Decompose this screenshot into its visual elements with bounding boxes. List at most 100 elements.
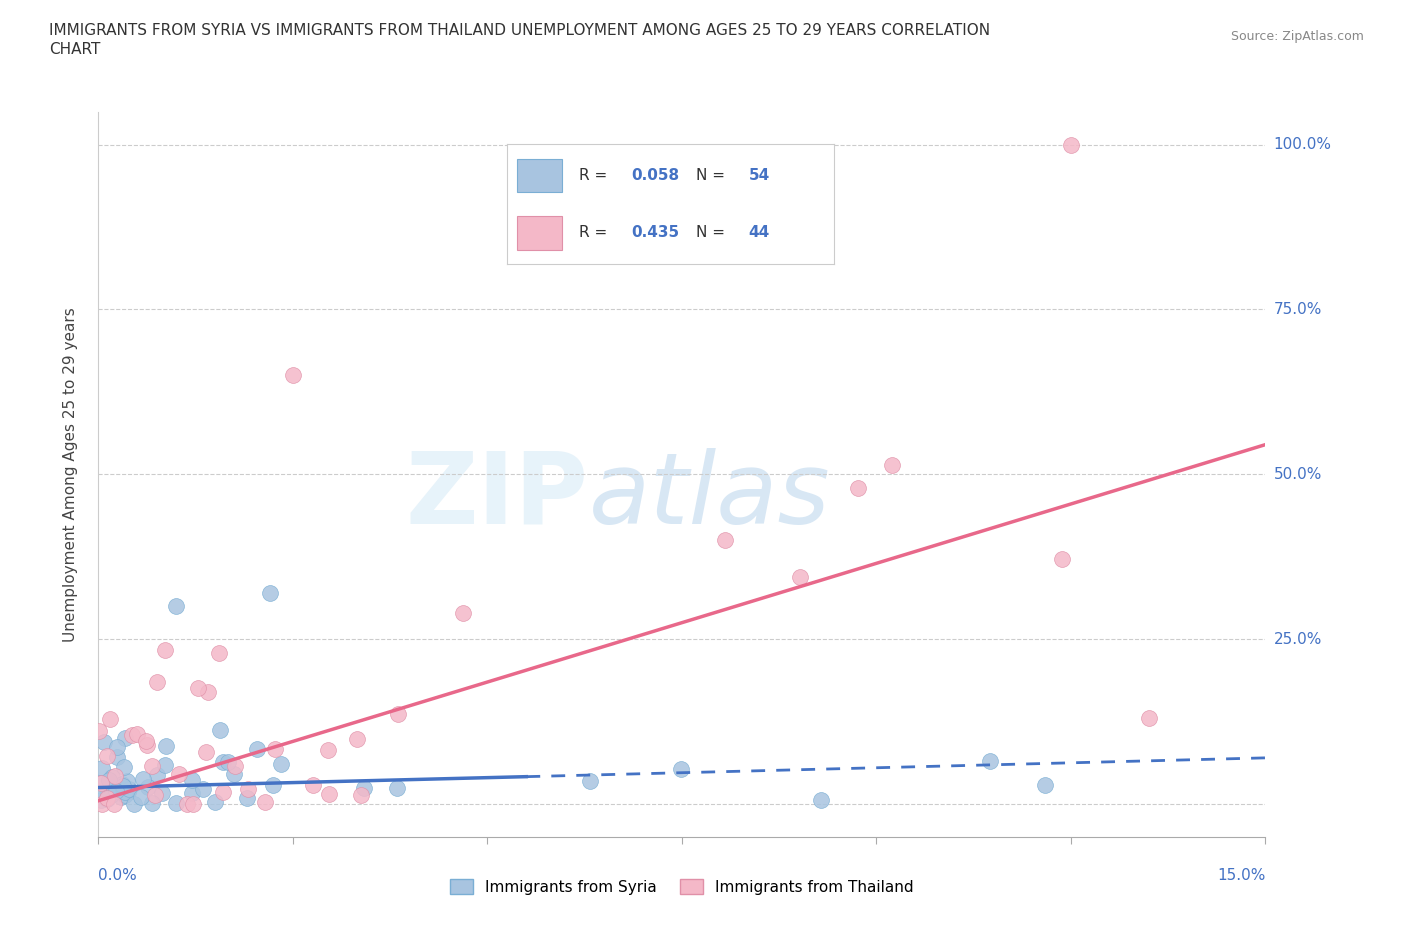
Point <box>155 739 177 754</box>
Point <box>318 786 340 801</box>
Point <box>789 569 811 584</box>
Point <box>131 790 153 804</box>
Point <box>112 759 135 774</box>
Point <box>165 795 187 810</box>
Point <box>669 762 692 777</box>
Point <box>714 532 737 547</box>
Point <box>318 743 340 758</box>
Point <box>91 797 114 812</box>
Point <box>1060 137 1083 152</box>
Point <box>89 786 111 801</box>
Point <box>350 788 373 803</box>
Point <box>104 768 127 783</box>
Point <box>100 770 122 785</box>
Point <box>579 774 602 789</box>
Text: 100.0%: 100.0% <box>1274 137 1331 153</box>
Point <box>103 797 125 812</box>
Point <box>141 795 163 810</box>
Point <box>259 586 281 601</box>
Point <box>145 674 167 689</box>
Point <box>208 723 231 737</box>
Point <box>155 643 177 658</box>
Point <box>114 730 136 745</box>
Point <box>262 777 284 792</box>
Point <box>180 786 202 801</box>
Point <box>121 728 143 743</box>
Point <box>197 684 219 699</box>
Point <box>153 757 176 772</box>
Point <box>165 599 187 614</box>
Text: IMMIGRANTS FROM SYRIA VS IMMIGRANTS FROM THAILAND UNEMPLOYMENT AMONG AGES 25 TO : IMMIGRANTS FROM SYRIA VS IMMIGRANTS FROM… <box>49 23 990 38</box>
Point <box>105 784 128 799</box>
Point <box>387 706 409 721</box>
Point <box>105 739 128 754</box>
Point <box>111 778 134 793</box>
Point <box>217 754 239 769</box>
Text: Source: ZipAtlas.com: Source: ZipAtlas.com <box>1230 30 1364 43</box>
Point <box>194 745 217 760</box>
Point <box>96 791 118 806</box>
Point <box>236 790 259 805</box>
Point <box>1033 777 1056 792</box>
Point <box>110 790 132 804</box>
Point <box>451 605 474 620</box>
Point <box>127 726 149 741</box>
Point <box>96 790 118 805</box>
Point <box>131 772 153 787</box>
Point <box>204 794 226 809</box>
Y-axis label: Unemployment Among Ages 25 to 29 years: Unemployment Among Ages 25 to 29 years <box>63 307 77 642</box>
Point <box>211 754 233 769</box>
Point <box>264 742 287 757</box>
Point <box>191 782 214 797</box>
Point <box>180 773 202 788</box>
Point <box>181 797 204 812</box>
Point <box>90 776 112 790</box>
Point <box>138 779 160 794</box>
Point <box>100 788 122 803</box>
Point <box>97 786 120 801</box>
Point <box>136 737 159 752</box>
Text: 15.0%: 15.0% <box>1218 868 1265 883</box>
Point <box>270 757 292 772</box>
Point <box>212 785 235 800</box>
Point <box>146 767 169 782</box>
Point <box>135 734 157 749</box>
Point <box>90 792 112 807</box>
Point <box>880 458 903 472</box>
Point <box>208 646 231 661</box>
Text: 50.0%: 50.0% <box>1274 467 1322 482</box>
Point <box>224 758 246 773</box>
Point <box>93 735 115 750</box>
Point <box>90 761 112 776</box>
Point <box>118 782 141 797</box>
Point <box>169 767 191 782</box>
Point <box>145 788 167 803</box>
Point <box>979 753 1001 768</box>
Point <box>236 782 259 797</box>
Point <box>105 750 128 764</box>
Legend: Immigrants from Syria, Immigrants from Thailand: Immigrants from Syria, Immigrants from T… <box>450 879 914 895</box>
Text: atlas: atlas <box>589 447 830 545</box>
Point <box>114 784 136 799</box>
Point <box>97 772 120 787</box>
Point <box>111 777 134 791</box>
Point <box>353 780 375 795</box>
Text: ZIP: ZIP <box>406 447 589 545</box>
Text: 0.0%: 0.0% <box>98 868 138 883</box>
Point <box>810 793 832 808</box>
Point <box>117 774 139 789</box>
Text: CHART: CHART <box>49 42 101 57</box>
Point <box>1050 551 1073 566</box>
Point <box>96 749 118 764</box>
Point <box>1137 711 1160 725</box>
Point <box>117 785 139 800</box>
Point <box>385 781 408 796</box>
Point <box>122 797 145 812</box>
Point <box>150 786 173 801</box>
Point <box>281 368 304 383</box>
Point <box>187 681 209 696</box>
Text: 75.0%: 75.0% <box>1274 302 1322 317</box>
Point <box>176 797 198 812</box>
Point <box>346 731 368 746</box>
Point <box>98 711 121 726</box>
